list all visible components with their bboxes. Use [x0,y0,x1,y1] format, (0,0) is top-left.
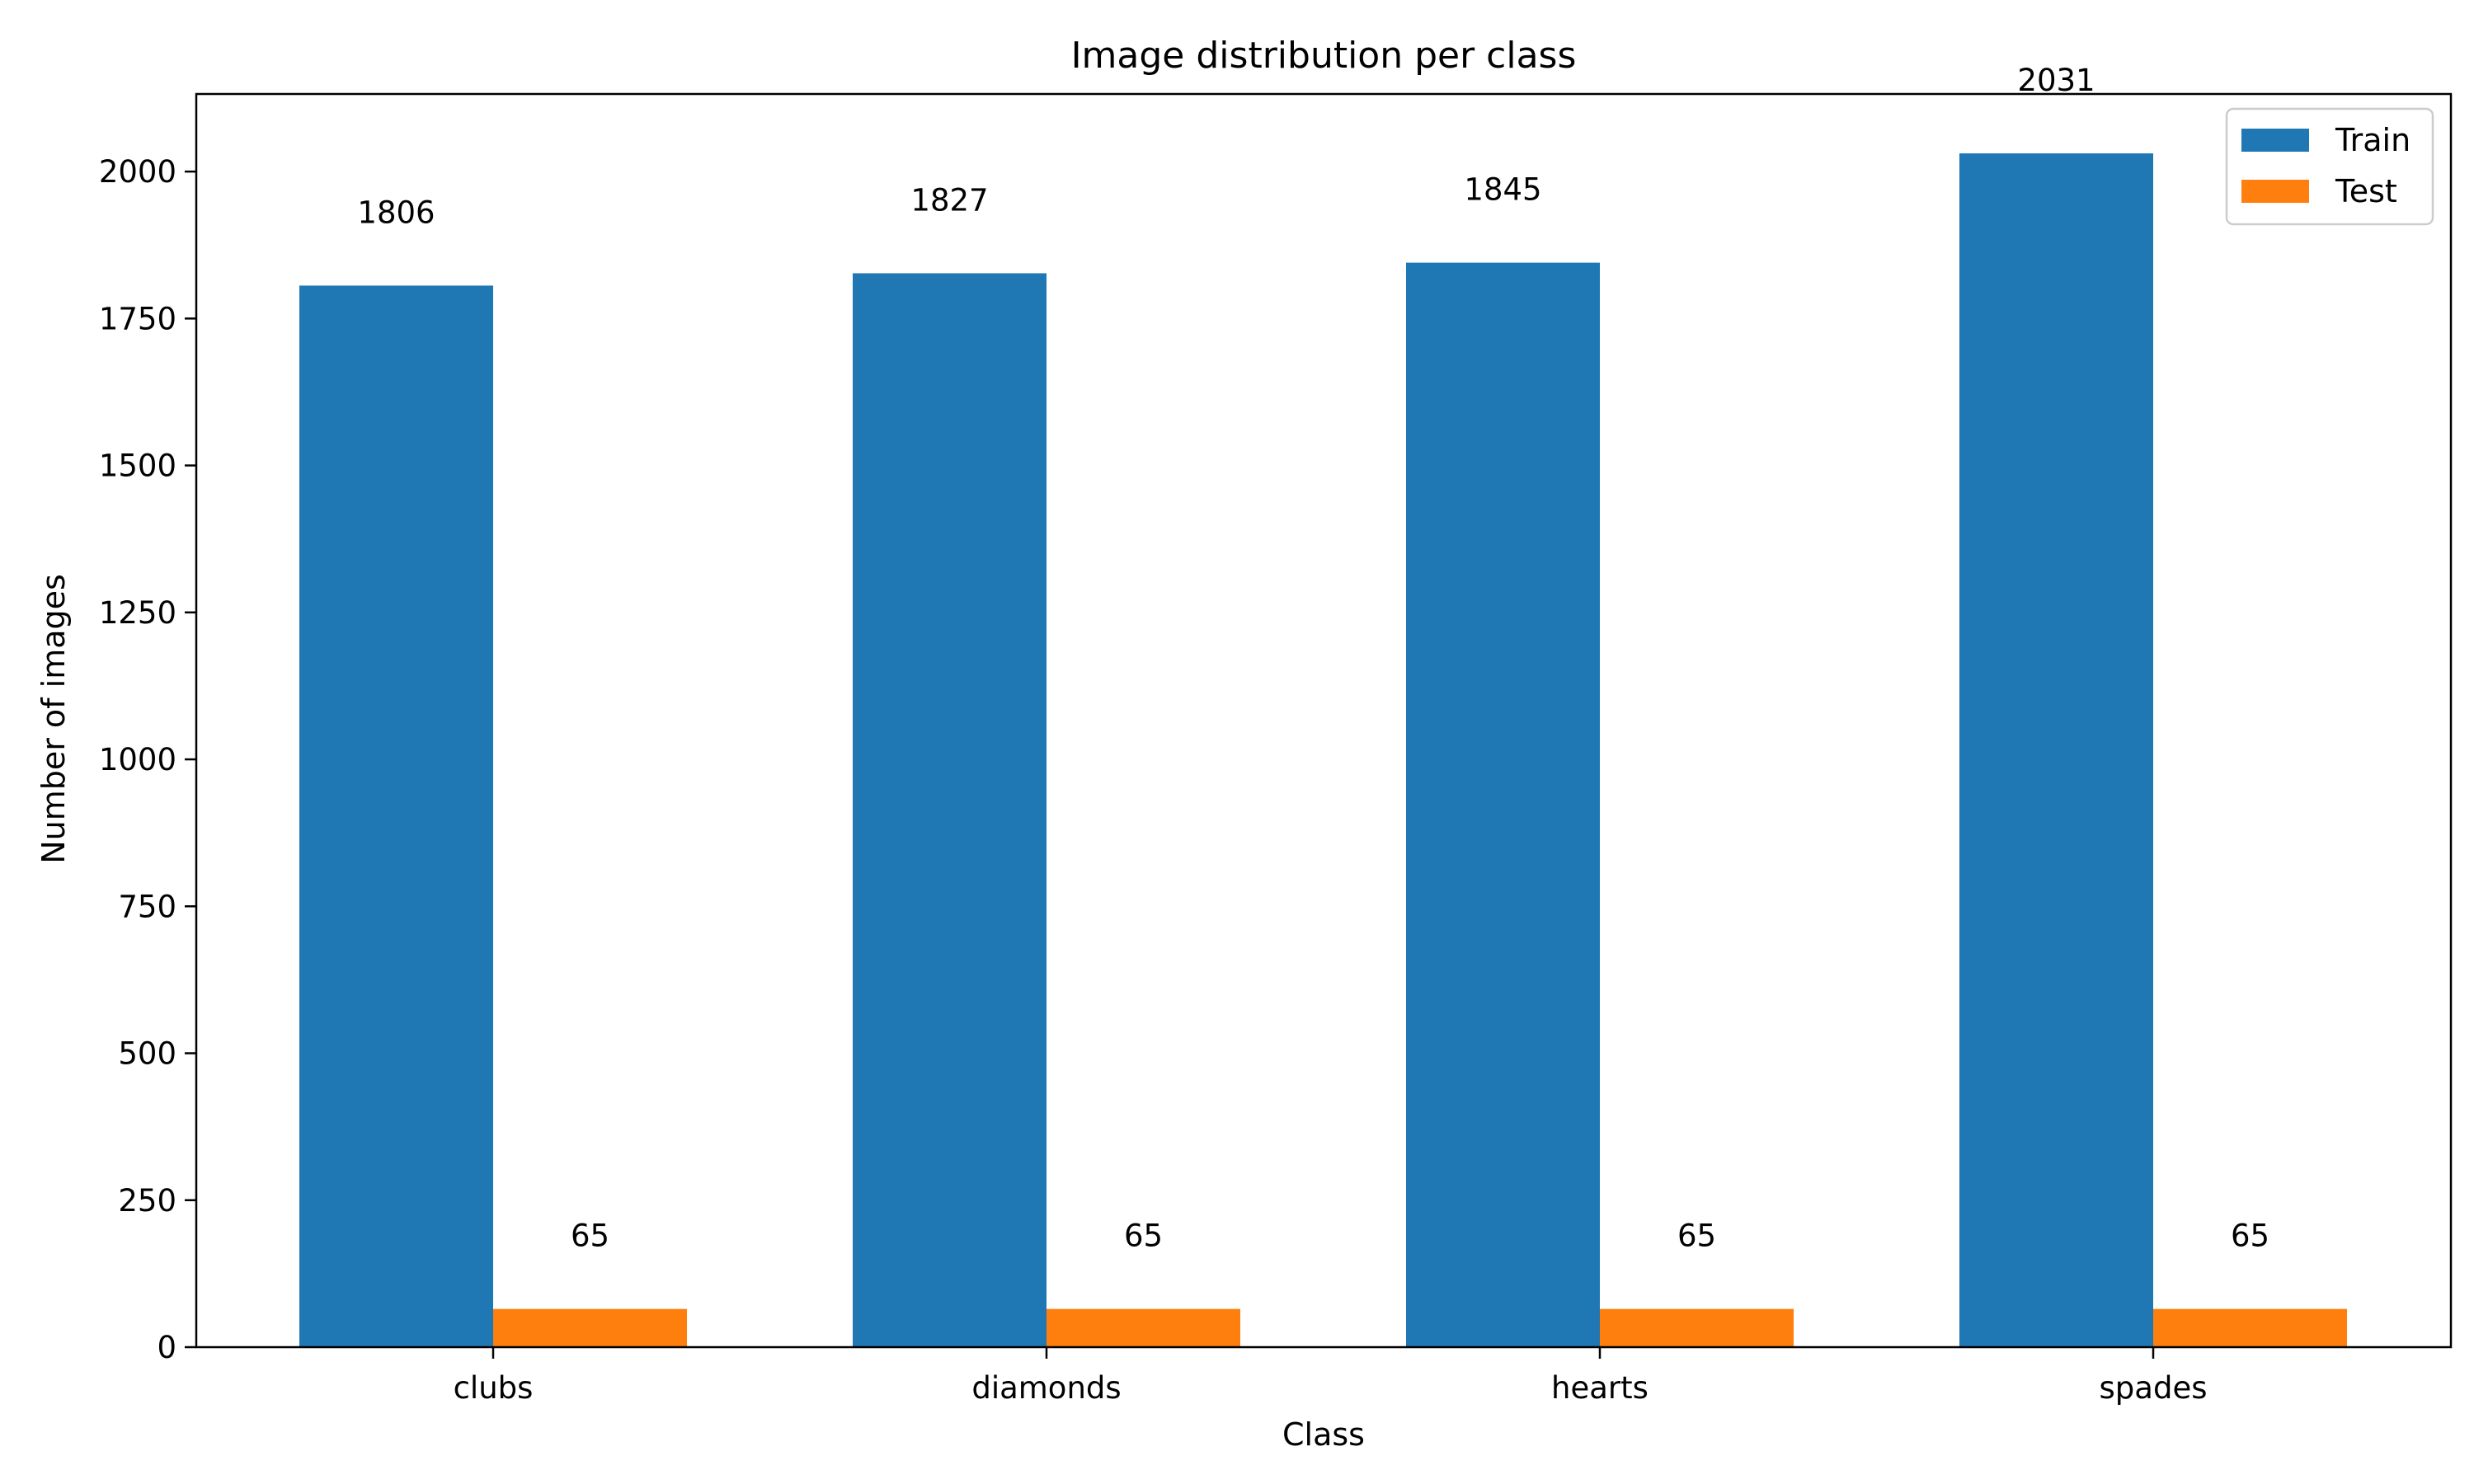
x-axis-label: Class [1282,1416,1365,1453]
legend: Train Test [2225,107,2434,226]
test-bar-label-diamonds: 65 [1124,1219,1163,1254]
x-tick-label-hearts: hearts [1551,1370,1649,1406]
train-bar-spades [1959,153,2153,1347]
plot-frame [195,92,2453,1349]
y-tick-label-750: 750 [118,889,176,924]
train-bar-label-diamonds: 1827 [910,182,988,218]
y-tick-label-1750: 1750 [99,301,176,336]
x-tick-label-spades: spades [2100,1370,2208,1406]
y-tick-label-0: 0 [157,1330,176,1365]
test-bar-diamonds [1047,1308,1240,1347]
train-legend-label: Train [2335,122,2411,158]
train-bar-hearts [1406,262,1600,1348]
train-legend-swatch [2241,129,2309,152]
y-axis: 0 250 500 750 1000 1250 1500 1750 2000 [99,154,196,1365]
y-axis-label: Number of images [35,574,72,864]
test-legend-swatch [2241,180,2309,203]
test-bar-label-clubs: 65 [571,1219,609,1254]
train-bar-diamonds [853,273,1047,1348]
train-bar-label-hearts: 1845 [1464,172,1541,208]
bars-group [299,153,2347,1348]
chart-title: Image distribution per class [1071,35,1577,77]
y-tick-label-2000: 2000 [99,154,176,190]
x-axis: clubs diamonds hearts spades [454,1347,2208,1406]
y-tick-label-1000: 1000 [99,742,176,777]
test-bar-hearts [1600,1308,1794,1347]
y-tick-label-1500: 1500 [99,448,176,484]
test-bar-clubs [493,1308,687,1347]
train-bar-label-spades: 2031 [2017,63,2095,98]
x-tick-label-clubs: clubs [454,1370,534,1406]
test-legend-label: Test [2335,173,2397,209]
test-bar-spades [2153,1308,2347,1347]
y-tick-label-1250: 1250 [99,595,176,631]
y-tick-label-250: 250 [118,1183,176,1219]
train-bar-clubs [299,285,493,1347]
test-bar-label-hearts: 65 [1677,1219,1716,1254]
y-tick-label-500: 500 [118,1036,176,1072]
train-bar-label-clubs: 1806 [357,195,435,230]
x-tick-label-diamonds: diamonds [971,1370,1121,1406]
bar-labels-group: 1806 1827 1845 2031 65 65 65 65 [357,63,2269,1254]
test-bar-label-spades: 65 [2231,1219,2269,1254]
